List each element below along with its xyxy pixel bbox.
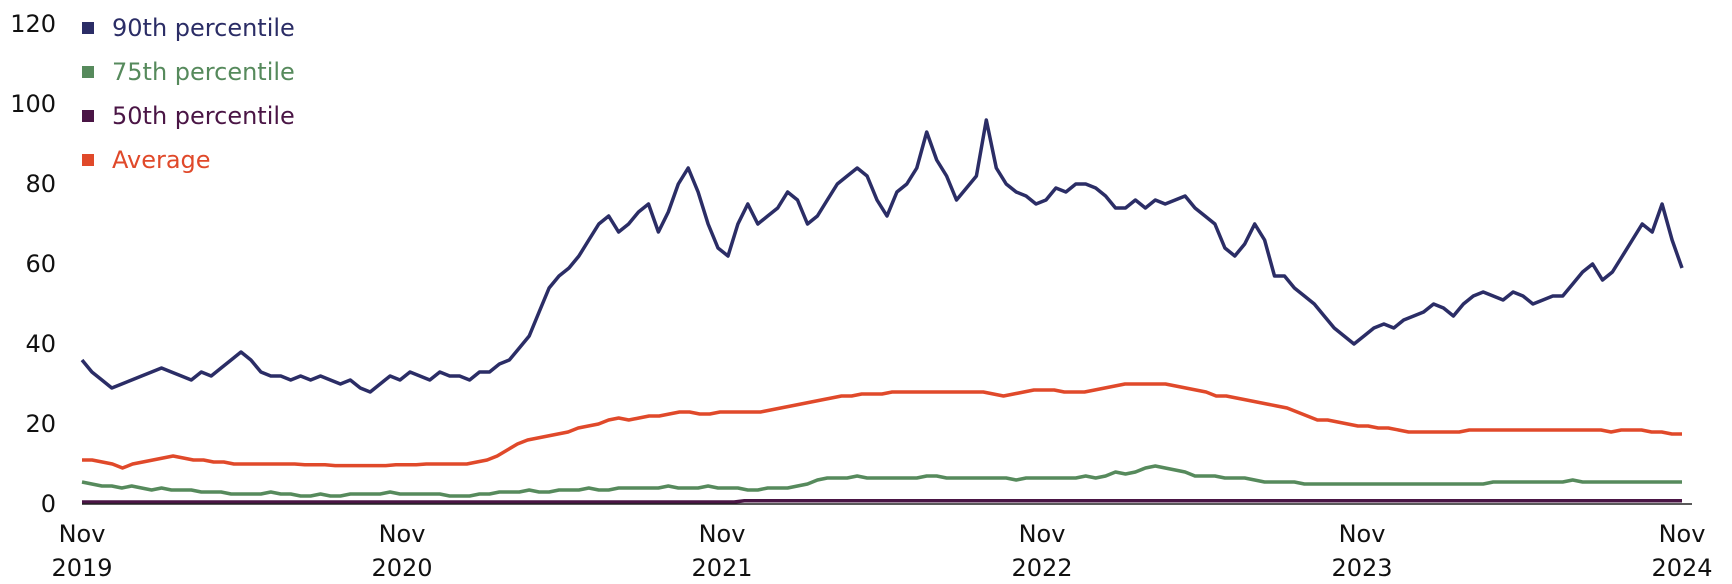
x-tick-year: 2022 xyxy=(1011,554,1072,582)
legend-item-90th: 90th percentile xyxy=(82,6,295,50)
x-tick-year: 2024 xyxy=(1651,554,1712,582)
x-tick-year: 2020 xyxy=(371,554,432,582)
legend-label-average: Average xyxy=(112,146,211,174)
y-tick-label: 40 xyxy=(25,330,56,358)
y-tick-label: 20 xyxy=(25,410,56,438)
x-tick-month: Nov xyxy=(1019,520,1066,548)
plot-area xyxy=(80,118,1684,504)
y-tick-label: 100 xyxy=(10,90,56,118)
x-tick-month: Nov xyxy=(1659,520,1706,548)
legend-item-50th: 50th percentile xyxy=(82,94,295,138)
legend-label-90th: 90th percentile xyxy=(112,14,295,42)
x-tick-month: Nov xyxy=(699,520,746,548)
y-tick-label: 60 xyxy=(25,250,56,278)
y-tick-label: 120 xyxy=(10,10,56,38)
series-line-average xyxy=(82,382,1682,470)
x-tick-year: 2021 xyxy=(691,554,752,582)
y-tick-label: 0 xyxy=(41,490,56,518)
legend-swatch-average xyxy=(82,154,94,166)
x-tick-year: 2019 xyxy=(51,554,112,582)
x-tick-year: 2023 xyxy=(1331,554,1392,582)
y-axis: 0 20 40 60 80 100 120 xyxy=(10,10,56,518)
series-line-90th-percentile xyxy=(80,118,1684,394)
legend-swatch-50th xyxy=(82,110,94,122)
x-axis: Nov 2019 Nov 2020 Nov 2021 Nov 2022 Nov 2023 Nov 20… xyxy=(51,520,1712,582)
y-tick-label: 80 xyxy=(25,170,56,198)
legend-item-average: Average xyxy=(82,138,295,182)
x-tick-month: Nov xyxy=(379,520,426,548)
legend-label-75th: 75th percentile xyxy=(112,58,295,86)
series-line-50th-percentile xyxy=(82,499,1682,504)
legend: 90th percentile 75th percentile 50th per… xyxy=(82,6,295,182)
legend-swatch-75th xyxy=(82,66,94,78)
x-tick-month: Nov xyxy=(1339,520,1386,548)
x-tick-month: Nov xyxy=(59,520,106,548)
series-line-75th-percentile xyxy=(81,464,1682,498)
legend-item-75th: 75th percentile xyxy=(82,50,295,94)
legend-swatch-90th xyxy=(82,22,94,34)
legend-label-50th: 50th percentile xyxy=(112,102,295,130)
